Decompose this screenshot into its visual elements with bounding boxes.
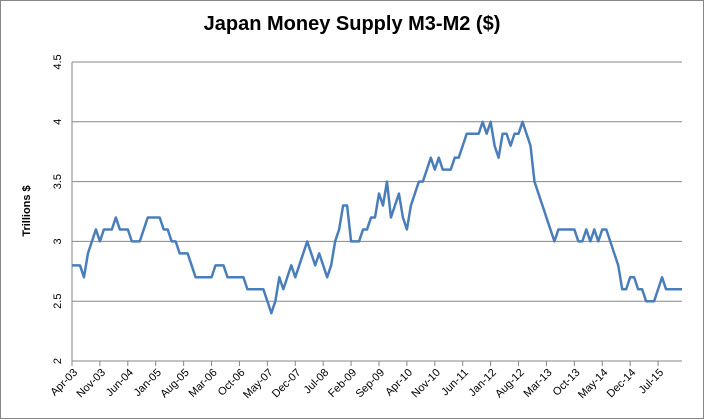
y-tick-label: 3.5	[52, 174, 64, 189]
y-tick-label: 4	[52, 119, 64, 125]
y-tick-label: 2.5	[52, 294, 64, 309]
y-tick-label: 4.5	[52, 54, 64, 69]
data-line	[72, 120, 682, 315]
y-axis-label: Trillions $	[21, 185, 33, 236]
chart-title: Japan Money Supply M3-M2 ($)	[204, 13, 501, 35]
y-tick-label: 3	[52, 238, 64, 244]
y-tick-label: 2	[52, 358, 64, 364]
